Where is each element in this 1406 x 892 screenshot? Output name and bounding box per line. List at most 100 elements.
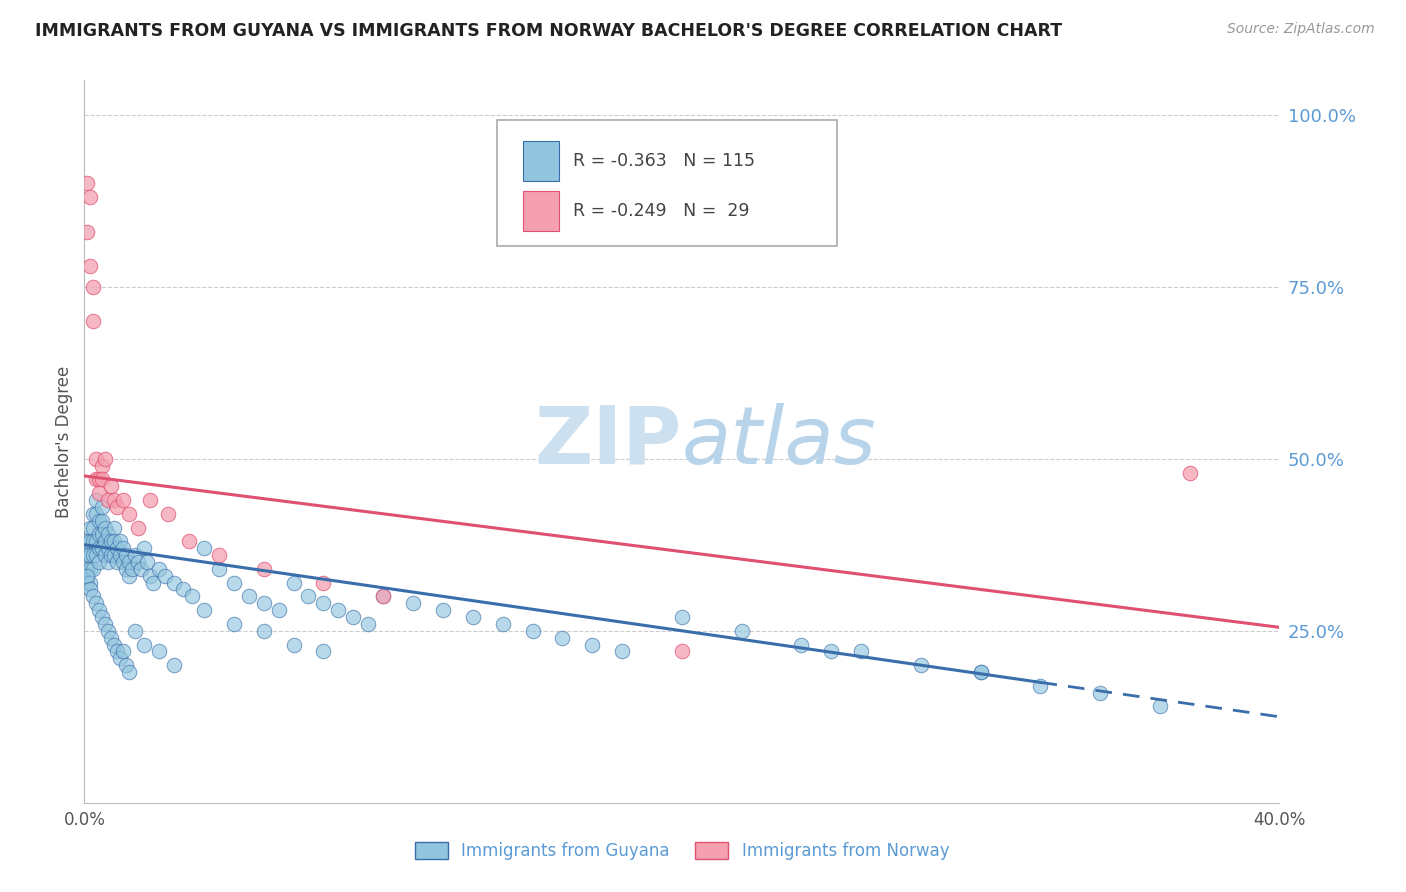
Point [94, 534, 117, 549]
Point [86, 534, 108, 549]
Point [82, 562, 104, 576]
Point [139, 568, 162, 582]
Point [148, 562, 170, 576]
Point [253, 596, 276, 610]
Point [132, 638, 156, 652]
Point [283, 638, 305, 652]
Point [89, 603, 111, 617]
Point [82, 534, 104, 549]
Point [124, 624, 146, 638]
Point [342, 610, 364, 624]
Bar [523, 141, 558, 181]
Point [312, 644, 335, 658]
Point [105, 644, 128, 658]
Point [76, 177, 98, 191]
Point [112, 541, 135, 556]
Point [97, 493, 120, 508]
Point [79, 548, 101, 562]
Point [118, 555, 141, 569]
Point [238, 590, 260, 604]
Point [76, 575, 98, 590]
Point [79, 190, 101, 204]
Point [193, 541, 215, 556]
Point [163, 575, 186, 590]
Point [91, 541, 114, 556]
Point [76, 534, 98, 549]
Point [157, 507, 180, 521]
Point [103, 638, 125, 652]
Point [153, 568, 176, 582]
Point [97, 527, 120, 541]
Point [79, 259, 101, 273]
Point [91, 527, 114, 541]
Point [671, 610, 693, 624]
Point [105, 541, 128, 556]
Point [612, 644, 634, 658]
Point [127, 555, 149, 569]
Point [148, 644, 170, 658]
Point [208, 562, 231, 576]
FancyBboxPatch shape [496, 120, 838, 246]
Point [172, 582, 194, 597]
Point [328, 603, 350, 617]
Point [297, 590, 319, 604]
Point [253, 562, 276, 576]
Point [110, 548, 132, 562]
Point [115, 658, 138, 673]
Point [731, 624, 754, 638]
Point [82, 520, 104, 534]
Text: IMMIGRANTS FROM GUYANA VS IMMIGRANTS FROM NORWAY BACHELOR'S DEGREE CORRELATION C: IMMIGRANTS FROM GUYANA VS IMMIGRANTS FRO… [35, 22, 1063, 40]
Point [86, 596, 108, 610]
Point [112, 555, 135, 569]
Point [94, 616, 117, 631]
Point [402, 596, 425, 610]
Point [86, 548, 108, 562]
Point [1029, 679, 1052, 693]
Point [76, 568, 98, 582]
Point [970, 665, 993, 679]
Point [461, 610, 484, 624]
Point [181, 590, 204, 604]
Point [91, 514, 114, 528]
Point [115, 548, 138, 562]
Point [671, 644, 693, 658]
Point [127, 520, 149, 534]
Point [115, 562, 138, 576]
Point [1090, 686, 1112, 700]
Point [110, 651, 132, 665]
Point [820, 644, 842, 658]
Point [94, 520, 117, 534]
Point [118, 665, 141, 679]
Point [97, 555, 120, 569]
Point [89, 472, 111, 486]
Point [86, 507, 108, 521]
Point [105, 555, 128, 569]
Point [89, 486, 111, 500]
Point [76, 225, 98, 239]
Point [581, 638, 603, 652]
Point [97, 624, 120, 638]
Point [312, 575, 335, 590]
Point [522, 624, 544, 638]
Point [142, 575, 165, 590]
Point [82, 314, 104, 328]
Point [103, 493, 125, 508]
Point [91, 610, 114, 624]
Point [129, 562, 152, 576]
Point [86, 472, 108, 486]
Point [193, 603, 215, 617]
Point [283, 575, 305, 590]
Point [100, 548, 122, 562]
Point [208, 548, 231, 562]
Point [103, 520, 125, 534]
Point [136, 555, 159, 569]
Point [551, 631, 574, 645]
Legend: Immigrants from Guyana, Immigrants from Norway: Immigrants from Guyana, Immigrants from … [408, 835, 956, 867]
Point [432, 603, 454, 617]
Point [82, 548, 104, 562]
Text: atlas: atlas [682, 402, 877, 481]
Text: R = -0.363   N = 115: R = -0.363 N = 115 [574, 152, 755, 169]
Point [97, 541, 120, 556]
Point [100, 534, 122, 549]
Point [79, 575, 101, 590]
